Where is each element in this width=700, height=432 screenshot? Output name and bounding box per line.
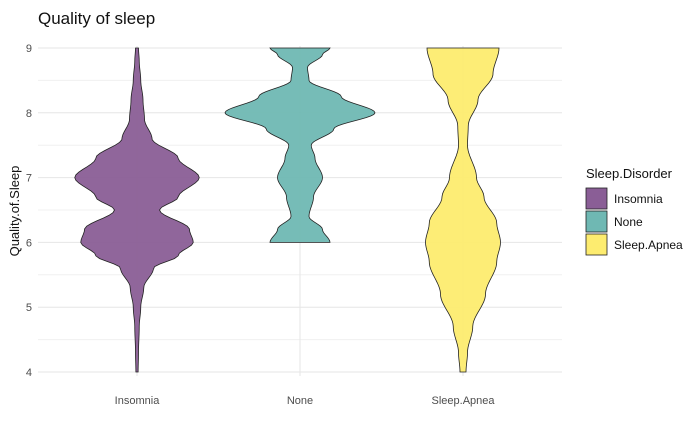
axes: 4 5 6 7 8 9 Insomnia None Sleep.Apnea Quality.of.… (7, 43, 495, 407)
y-tick-label: 5 (26, 302, 32, 314)
x-tick-label: Sleep.Apnea (432, 395, 496, 407)
x-tick-label: Insomnia (115, 395, 161, 407)
y-axis-title: Quality.of.Sleep (7, 166, 22, 257)
y-tick-label: 9 (26, 43, 32, 55)
legend-label: None (614, 215, 643, 229)
violin-none (224, 47, 376, 243)
y-tick-label: 6 (26, 237, 32, 249)
y-tick-label: 8 (26, 108, 32, 120)
legend-key-none (585, 210, 608, 233)
chart-title: Quality of sleep (38, 9, 155, 28)
legend-label: Sleep.Apnea (614, 238, 683, 252)
y-tick-label: 7 (26, 173, 32, 185)
legend-key-insomnia (585, 187, 608, 210)
plot-area (38, 46, 562, 376)
y-tick-label: 4 (26, 367, 32, 379)
violin-insomnia (74, 47, 200, 373)
legend-title: Sleep.Disorder (586, 166, 673, 181)
legend-label: Insomnia (614, 192, 663, 206)
legend: Sleep.Disorder Insomnia None Sleep.Apnea (585, 166, 683, 256)
x-tick-label: None (287, 395, 313, 407)
violin-sleep-apnea (425, 47, 501, 373)
legend-key-sleep-apnea (585, 233, 608, 256)
